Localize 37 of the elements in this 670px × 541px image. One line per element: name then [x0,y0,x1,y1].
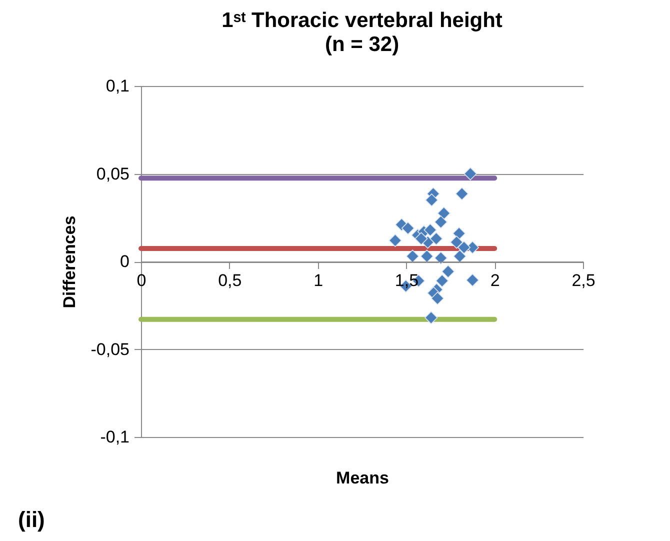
point [452,226,466,240]
point [414,232,428,246]
point [430,232,443,246]
y-tick-label: 0 [120,252,130,271]
point [420,250,434,263]
point [434,251,448,265]
y-tick-label: 0,1 [106,76,130,96]
x-tick-label: 2 [490,271,500,290]
chart-subtitle: (n = 32) [324,33,400,56]
x-tick-label: 1 [314,271,324,290]
point [455,187,468,200]
x-tick-label: 2,5 [572,271,596,290]
x-axis-title: Means [336,468,389,488]
point [457,240,471,254]
y-axis-title: Differences [60,216,79,308]
point [436,274,449,288]
y-tick-label: -0,05 [90,340,130,359]
point [401,222,414,235]
y-tick-label: 0,05 [96,164,130,184]
chart-title: 1ˢᵗ Thoracic vertebral height [222,9,502,32]
point [424,223,437,236]
point [442,264,455,278]
point [388,234,402,247]
x-tick-label: 0 [136,271,146,290]
point [434,215,448,229]
point [466,274,480,287]
point [430,292,444,305]
x-tick-label: 0,5 [218,271,242,290]
point [406,250,420,263]
point [464,167,477,180]
point [450,236,464,249]
text: (ii) [18,507,45,533]
point [437,206,450,220]
point [453,250,466,263]
point [425,194,438,207]
point [424,311,438,324]
y-tick-label: -0,1 [100,428,130,446]
